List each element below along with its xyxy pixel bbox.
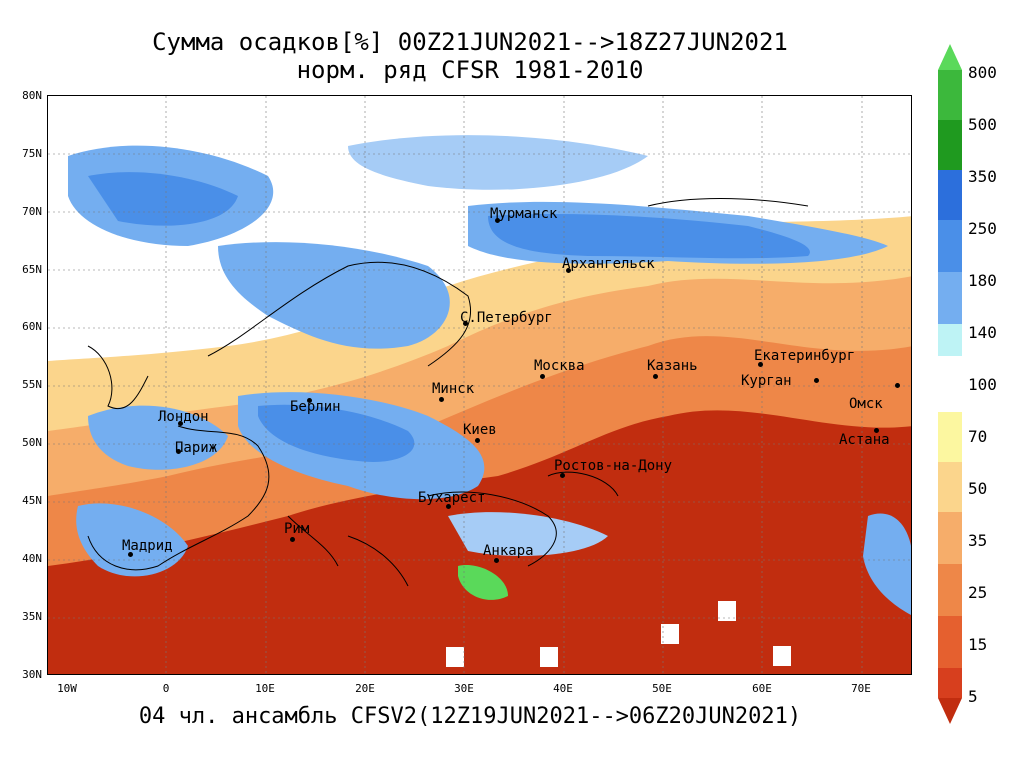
lat-label: 50N [22,436,42,449]
city-dot [874,428,879,433]
legend-value: 35 [968,531,988,550]
lon-label: 10W [57,682,77,695]
city-label: Анкара [483,543,534,559]
city-dot [307,398,312,403]
legend-value: 70 [968,427,988,446]
city-dot [653,374,658,379]
city-dot [560,473,565,478]
city-dot [290,537,295,542]
lon-label: 70E [851,682,871,695]
city-label: Рим [284,521,310,537]
city-dot [463,321,468,326]
city-label: Минск [432,381,475,397]
legend-value: 100 [968,375,997,394]
city-dot [128,552,133,557]
ensemble-footer: 04 чл. ансамбль CFSV2(12Z19JUN2021-->06Z… [138,704,802,729]
city-label: Омск [849,396,883,412]
city-dot [178,421,183,426]
city-label: Казань [647,358,698,374]
lon-label: 0 [162,682,170,695]
city-dot [475,438,480,443]
city-label: Бухарест [418,490,486,506]
map-title-line1: Сумма осадков[%] 00Z21JUN2021-->18Z27JUN… [152,28,788,56]
lon-label: 60E [752,682,772,695]
legend-value: 15 [968,635,988,654]
city-dot [758,362,763,367]
city-label: Астана [839,432,890,448]
city-label: С.Петербург [460,310,553,326]
lat-label: 40N [22,552,42,565]
lon-label: 30E [454,682,474,695]
precipitation-field [48,96,911,674]
city-label: Москва [534,358,585,374]
city-dot [494,558,499,563]
lat-label: 60N [22,320,42,333]
legend-value: 140 [968,323,997,342]
lon-label: 20E [355,682,375,695]
legend-value: 800 [968,63,997,82]
lat-label: 75N [22,147,42,160]
city-label: Париж [175,440,218,456]
legend-value: 50 [968,479,988,498]
city-dot [540,374,545,379]
city-label: Берлин [290,399,341,415]
lon-label: 50E [652,682,672,695]
legend-bar-svg [938,44,962,724]
legend-value: 25 [968,583,988,602]
city-label: Архангельск [562,256,655,272]
lon-label: 10E [255,682,275,695]
city-dot [176,449,181,454]
city-dot [814,378,819,383]
map-title-line2: норм. ряд CFSR 1981-2010 [296,56,644,84]
legend-value: 500 [968,115,997,134]
city-label: Мадрид [122,538,173,554]
legend-value: 250 [968,219,997,238]
lat-label: 30N [22,668,42,681]
city-label: Киев [463,422,497,438]
lat-label: 70N [22,205,42,218]
lat-label: 35N [22,610,42,623]
city-dot [439,397,444,402]
precipitation-map: Мурманск Архангельск С.Петербург Москва … [47,95,912,675]
city-label: Ростов-на-Дону [554,458,673,474]
city-dot [495,218,500,223]
lon-label: 40E [553,682,573,695]
legend-value: 5 [968,687,978,706]
lat-label: 80N [22,89,42,102]
legend-value: 350 [968,167,997,186]
city-dot [895,383,900,388]
legend-value: 180 [968,271,997,290]
city-label: Мурманск [490,206,558,222]
lat-label: 45N [22,494,42,507]
city-dot [446,504,451,509]
lat-label: 65N [22,263,42,276]
city-label: Лондон [158,409,209,425]
lat-label: 55N [22,378,42,391]
city-label: Екатеринбург [754,348,856,364]
city-dot [566,268,571,273]
city-label: Курган [741,373,792,389]
